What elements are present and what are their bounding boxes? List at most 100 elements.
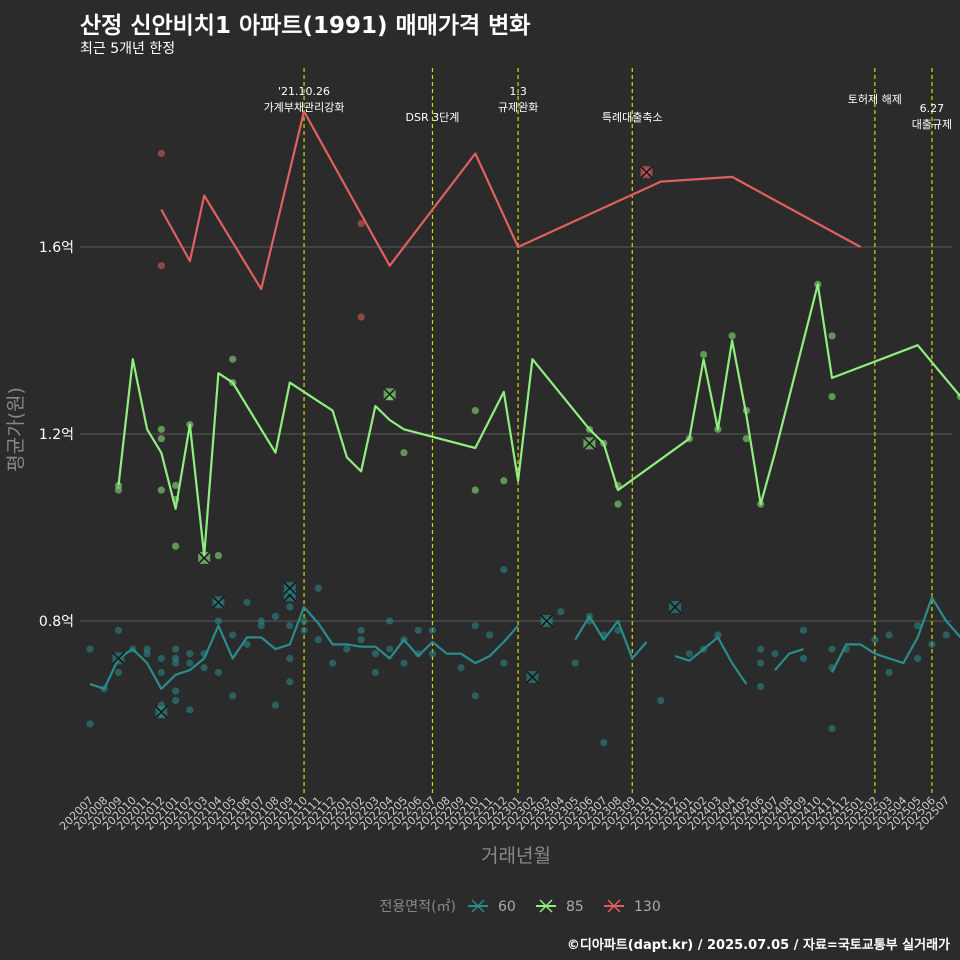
- annotation-label: 특례대출축소: [602, 111, 663, 124]
- data-point: [286, 603, 294, 611]
- data-point: [271, 612, 280, 620]
- x-marker: [525, 670, 539, 684]
- series-130: [157, 110, 862, 321]
- y-axis-title: 평균가(원): [5, 387, 27, 472]
- data-point: [885, 668, 893, 677]
- annotation-label: 규제완화: [498, 101, 538, 114]
- series-60: [86, 565, 960, 747]
- series-line: [674, 636, 748, 685]
- x-marker: [540, 614, 554, 628]
- data-point: [172, 542, 180, 550]
- data-point: [885, 631, 893, 639]
- data-point: [214, 551, 223, 560]
- data-point: [286, 678, 294, 686]
- data-point: [400, 449, 408, 457]
- data-point: [314, 584, 322, 592]
- annotation-label: 대출규제: [912, 118, 952, 131]
- legend-title: 전용면적(㎡): [380, 899, 456, 915]
- data-point: [757, 682, 765, 691]
- annotation-label: 토허제 해제: [848, 92, 902, 106]
- data-point: [157, 668, 165, 677]
- series-85: [114, 280, 960, 565]
- x-axis-title: 거래년월: [481, 845, 551, 867]
- series-line: [117, 283, 960, 557]
- data-point: [328, 659, 337, 667]
- series-line: [831, 596, 960, 673]
- data-point: [685, 650, 693, 658]
- data-point: [471, 407, 479, 415]
- data-point: [471, 692, 479, 700]
- data-point: [799, 654, 808, 663]
- x-marker: [112, 651, 126, 665]
- legend-label: 60: [498, 899, 516, 915]
- series-line: [160, 110, 862, 291]
- legend-swatch-x: [607, 899, 621, 913]
- data-point: [172, 659, 180, 667]
- data-point: [386, 645, 394, 653]
- x-marker: [211, 595, 225, 609]
- data-point: [114, 668, 123, 677]
- data-point: [457, 664, 465, 672]
- data-point: [657, 696, 665, 705]
- data-point: [485, 631, 494, 639]
- data-point: [414, 626, 422, 634]
- data-point: [172, 696, 180, 705]
- x-marker: [383, 387, 397, 401]
- data-point: [172, 481, 180, 490]
- chart-subtitle: 최근 5개년 한정: [80, 41, 176, 57]
- data-point: [157, 425, 165, 433]
- data-point: [286, 622, 294, 630]
- data-point: [728, 332, 736, 340]
- data-point: [357, 636, 365, 644]
- data-point: [928, 640, 936, 648]
- data-point: [172, 687, 180, 695]
- data-point: [871, 636, 879, 644]
- data-point: [471, 486, 479, 494]
- data-point: [500, 659, 508, 667]
- data-point: [828, 332, 836, 340]
- source-footer: ©디아파트(dapt.kr) / 2025.07.05 / 자료=국토교통부 실…: [566, 938, 950, 953]
- legend-label: 130: [634, 899, 661, 915]
- data-point: [243, 598, 251, 606]
- data-point: [942, 631, 950, 639]
- data-point: [86, 645, 94, 653]
- data-point: [357, 220, 365, 228]
- data-point: [214, 668, 223, 677]
- data-point: [300, 617, 308, 625]
- data-point: [157, 435, 165, 443]
- data-point: [428, 626, 437, 634]
- annotation-label: 1.3: [509, 85, 527, 98]
- data-point: [500, 565, 508, 574]
- annotation-label: 가계부채관리강화: [264, 101, 345, 114]
- data-point: [157, 262, 165, 270]
- data-point: [229, 355, 237, 363]
- legend-label: 85: [566, 899, 584, 915]
- y-tick-label: 1.2억: [39, 427, 74, 443]
- data-point: [700, 350, 708, 359]
- data-point: [828, 393, 836, 401]
- data-point: [714, 631, 722, 639]
- data-point: [243, 640, 251, 648]
- data-point: [571, 659, 579, 667]
- data-point: [500, 477, 508, 485]
- data-point: [257, 617, 265, 625]
- data-point: [300, 626, 308, 634]
- data-point: [229, 692, 237, 700]
- data-point: [371, 668, 379, 677]
- data-point: [757, 645, 765, 653]
- data-point: [757, 659, 765, 667]
- annotation-label: 6.27: [920, 102, 945, 115]
- x-marker: [197, 551, 211, 565]
- x-marker: [283, 581, 297, 595]
- annotation-label: '21.10.26: [278, 85, 330, 98]
- x-marker: [582, 436, 596, 450]
- data-point: [114, 626, 123, 634]
- y-tick-label: 0.8억: [39, 614, 74, 630]
- data-point: [157, 486, 165, 494]
- data-point: [357, 313, 365, 321]
- data-point: [742, 435, 751, 443]
- data-point: [386, 617, 394, 625]
- data-point: [471, 622, 479, 630]
